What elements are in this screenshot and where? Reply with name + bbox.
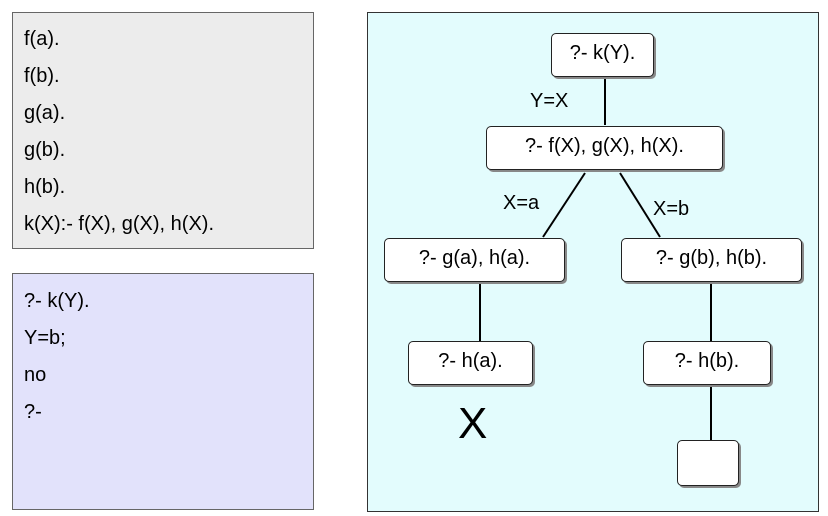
node-left-child: ?- h(a). [408,341,533,385]
query-line-4: ?- [24,401,42,423]
query-line-2: Y=b; [24,327,66,349]
node-right-child: ?- h(b). [643,341,771,385]
search-tree-panel: ?- k(Y). Y=X ?- f(X), g(X), h(X). X=a X=… [367,12,819,512]
program-line-5: h(b). [24,176,66,198]
program-line-2: f(b). [24,65,60,87]
query-line-1: ?- k(Y). [24,290,90,312]
edge-label-left: X=a [503,192,540,214]
node-success-leaf [677,440,739,486]
tree-edges [479,79,712,440]
failure-mark: X [458,399,488,448]
edge-level1-left [542,172,586,238]
query-panel: ?- k(Y). Y=b; no ?- [12,273,314,510]
program-line-6: k(X):- f(X), g(X), h(X). [24,213,214,235]
node-root: ?- k(Y). [551,33,654,77]
query-line-3: no [24,364,47,386]
program-panel: f(a). f(b). g(a). g(b). h(b). k(X):- f(X… [12,12,314,249]
edge-label-root: Y=X [530,90,569,112]
node-left: ?- g(a), h(a). [384,238,565,282]
node-level1: ?- f(X), g(X), h(X). [486,126,723,170]
edge-label-right: X=b [653,198,690,220]
edge-level1-right [619,172,661,238]
node-right: ?- g(b), h(b). [621,238,802,282]
program-line-4: g(b). [24,139,66,161]
program-line-1: f(a). [24,28,60,50]
program-line-3: g(a). [24,102,66,124]
